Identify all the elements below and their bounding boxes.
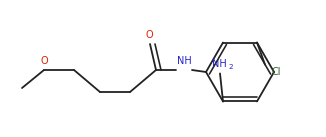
Text: NH: NH xyxy=(177,56,191,66)
Text: NH: NH xyxy=(212,59,226,69)
Text: O: O xyxy=(40,56,48,66)
Text: O: O xyxy=(145,30,153,40)
Text: 2: 2 xyxy=(229,64,233,70)
Text: Cl: Cl xyxy=(271,67,281,77)
